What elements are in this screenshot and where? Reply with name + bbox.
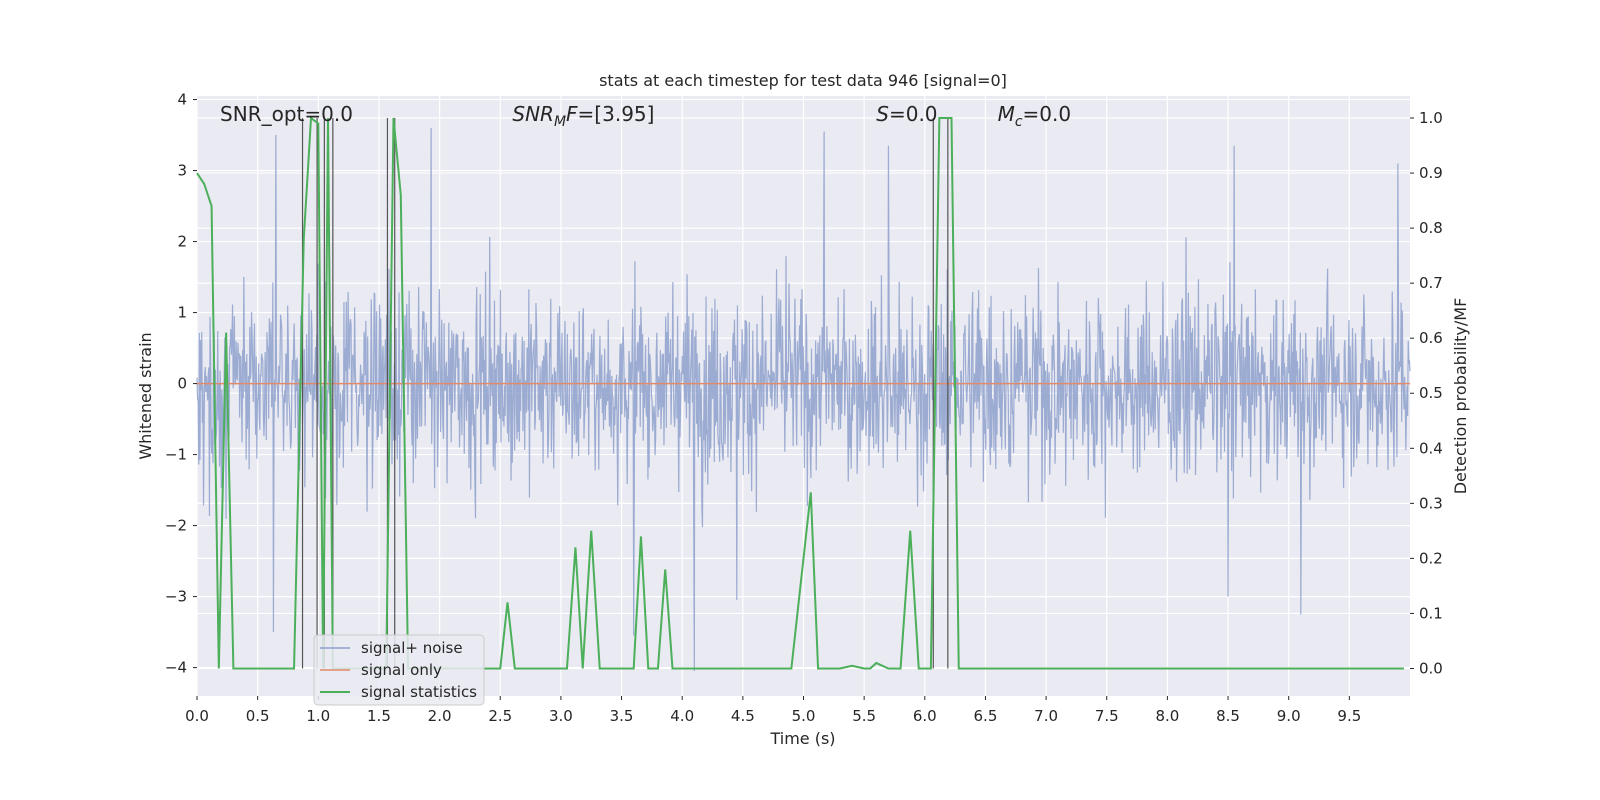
- y-left-tick-label: −3: [165, 588, 187, 606]
- annotation-snr-mf: SNRMF=[3.95]: [512, 102, 654, 130]
- y-left-tick-label: −2: [165, 517, 187, 535]
- x-tick-label: 2.0: [428, 707, 452, 725]
- annotation-snr-opt: SNR_opt=0.0: [220, 102, 353, 126]
- annotation-s: S=0.0: [876, 102, 937, 126]
- x-tick-label: 0.0: [185, 707, 209, 725]
- x-tick-label: 6.0: [913, 707, 937, 725]
- y-left-tick-label: 0: [177, 375, 187, 393]
- y-right-tick-label: 0.1: [1419, 604, 1443, 622]
- noise-series: [196, 127, 1411, 672]
- x-tick-label: 1.0: [306, 707, 330, 725]
- x-tick-label: 4.5: [731, 707, 755, 725]
- y-left-tick-label: −1: [165, 446, 187, 464]
- y-left-tick-label: 2: [177, 233, 187, 251]
- y-left-axis-ticks: 4 3 2 1 0 −1 −2 −3 −4: [165, 91, 197, 677]
- x-axis-ticks: 0.0 0.5 1.0 1.5 2.0 2.5 3.0 3.5 4.0 4.5 5.0 5.5 6.0 6…: [185, 696, 1361, 725]
- y-right-tick-label: 0.6: [1419, 329, 1443, 347]
- chart-title: stats at each timestep for test data 946…: [599, 71, 1007, 90]
- noise-line: [196, 127, 1411, 672]
- legend-label: signal only: [361, 661, 442, 679]
- y-right-tick-label: 0.7: [1419, 274, 1443, 292]
- x-tick-label: 3.0: [549, 707, 573, 725]
- y-left-tick-label: 3: [177, 162, 187, 180]
- y-left-tick-label: 4: [177, 91, 187, 109]
- legend-box: [313, 634, 485, 706]
- y-right-axis-label: Detection probability/MF: [1451, 298, 1470, 495]
- legend: signal+ noise signal only signal statistic…: [313, 634, 485, 706]
- y-right-tick-label: 0.4: [1419, 439, 1443, 457]
- x-tick-label: 9.5: [1337, 707, 1361, 725]
- x-tick-label: 5.5: [852, 707, 876, 725]
- y-right-tick-label: 0.8: [1419, 219, 1443, 237]
- legend-label: signal+ noise: [361, 639, 463, 657]
- x-tick-label: 8.0: [1155, 707, 1179, 725]
- y-right-tick-label: 1.0: [1419, 109, 1443, 127]
- x-tick-label: 4.0: [670, 707, 694, 725]
- annotation-mc: Mc=0.0: [998, 102, 1072, 130]
- y-right-tick-label: 0.5: [1419, 384, 1443, 402]
- y-left-axis-label: Whitened strain: [136, 332, 155, 459]
- x-tick-label: 2.5: [488, 707, 512, 725]
- y-left-tick-label: 1: [177, 304, 187, 322]
- x-tick-label: 1.5: [367, 707, 391, 725]
- statistics-line: [196, 116, 1404, 670]
- y-right-axis-ticks: 1.0 0.9 0.8 0.7 0.6 0.5 0.4 0.3 0.2 0.1 0.0: [1410, 109, 1443, 677]
- x-tick-label: 8.5: [1216, 707, 1240, 725]
- x-tick-label: 7.0: [1034, 707, 1058, 725]
- x-tick-label: 9.0: [1277, 707, 1301, 725]
- y-right-tick-label: 0.0: [1419, 659, 1443, 677]
- x-tick-label: 5.0: [792, 707, 816, 725]
- y-right-tick-label: 0.3: [1419, 494, 1443, 512]
- y-right-tick-label: 0.9: [1419, 164, 1443, 182]
- x-tick-label: 3.5: [610, 707, 634, 725]
- legend-label: signal statistics: [361, 683, 477, 701]
- y-right-tick-label: 0.2: [1419, 549, 1443, 567]
- x-axis-label: Time (s): [769, 729, 835, 748]
- annotations: SNR_opt=0.0 SNRMF=[3.95] S=0.0 Mc=0.0: [220, 102, 1071, 130]
- x-tick-label: 0.5: [246, 707, 270, 725]
- x-tick-label: 7.5: [1095, 707, 1119, 725]
- x-tick-label: 6.5: [974, 707, 998, 725]
- y-left-tick-label: −4: [165, 659, 187, 677]
- statistics-series: [196, 116, 1404, 670]
